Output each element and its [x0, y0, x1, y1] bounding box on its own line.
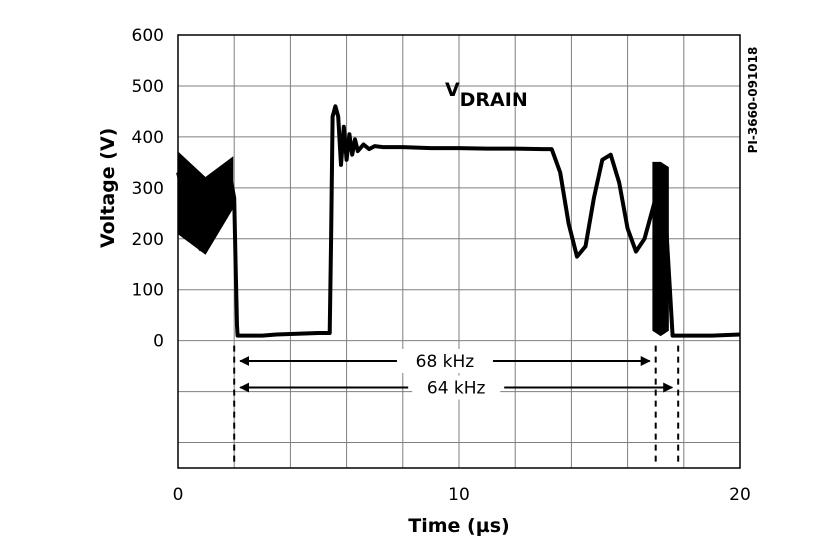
marker-label: 68 kHz: [416, 352, 475, 372]
label-layer: Time (µs) Voltage (V) VDRAIN PI-3660-091018: [97, 47, 760, 537]
y-tick-label: 0: [153, 332, 164, 352]
y-tick-label: 200: [132, 230, 164, 250]
marker-label: 64 kHz: [427, 379, 486, 399]
x-tick-label: 20: [729, 485, 751, 505]
series-layer: [176, 104, 741, 338]
vdrain-trace: [176, 104, 741, 338]
y-tick-label: 400: [132, 128, 164, 148]
x-tick-label: 0: [173, 485, 184, 505]
y-tick-label: 600: [132, 26, 164, 46]
x-axis-title: Time (µs): [408, 515, 509, 537]
trace-label: VDRAIN: [445, 79, 528, 111]
y-axis-title: Voltage (V): [97, 128, 119, 248]
y-tick-label: 100: [132, 281, 164, 301]
plot-frame: [177, 34, 741, 469]
x-tick-label: 10: [448, 485, 470, 505]
marker-label-bg: [400, 349, 489, 374]
y-tick-label: 500: [132, 77, 164, 97]
tick-labels: 600 500 400 300 200 100 0 0 10 20: [132, 26, 751, 505]
marker-layer: 68 kHz 64 kHz: [233, 345, 680, 463]
chart-axes: [177, 34, 741, 469]
marker-label-bg: [412, 375, 501, 400]
y-tick-label: 300: [132, 179, 164, 199]
figure-id-label: PI-3660-091018: [746, 47, 760, 154]
